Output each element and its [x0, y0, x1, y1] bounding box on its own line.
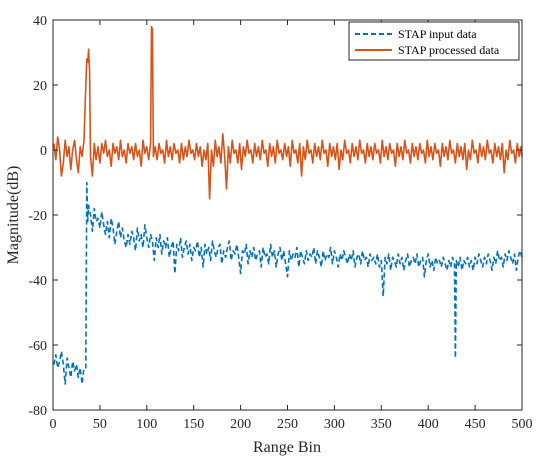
x-tick-label: 450 — [465, 417, 486, 432]
y-tick-label: -20 — [28, 209, 47, 224]
x-tick-label: 350 — [371, 417, 392, 432]
y-tick-label: 40 — [33, 14, 47, 29]
x-tick-label: 300 — [324, 417, 345, 432]
x-tick-label: 200 — [230, 417, 251, 432]
plot-area — [53, 20, 522, 410]
x-tick-label: 500 — [512, 417, 533, 432]
legend: STAP input data STAP processed data — [348, 21, 520, 61]
y-tick-label: -40 — [28, 274, 47, 289]
x-tick-label: 250 — [277, 417, 298, 432]
x-tick-label: 150 — [183, 417, 204, 432]
y-tick-label: 20 — [33, 79, 47, 94]
y-axis-label: Magnitude(dB) — [5, 166, 22, 265]
series-line-stap-processed — [53, 25, 523, 200]
x-tick-label: 100 — [136, 417, 157, 432]
legend-box — [348, 21, 520, 61]
y-tick-label: -60 — [28, 339, 47, 354]
legend-label-input: STAP input data — [398, 27, 477, 41]
y-tick-label: 0 — [40, 144, 47, 159]
series-line-stap-input — [53, 181, 523, 385]
x-tick-label: 50 — [93, 417, 107, 432]
x-axis-label: Range Bin — [253, 439, 321, 456]
y-tick-label: -80 — [28, 404, 47, 419]
legend-label-processed: STAP processed data — [398, 43, 500, 57]
series-layer — [53, 25, 523, 385]
x-tick-label: 400 — [418, 417, 439, 432]
ticks-layer: 0 50 100 150 200 250 300 350 400 450 50040200-20-4… — [28, 14, 532, 432]
x-tick-label: 0 — [50, 417, 57, 432]
